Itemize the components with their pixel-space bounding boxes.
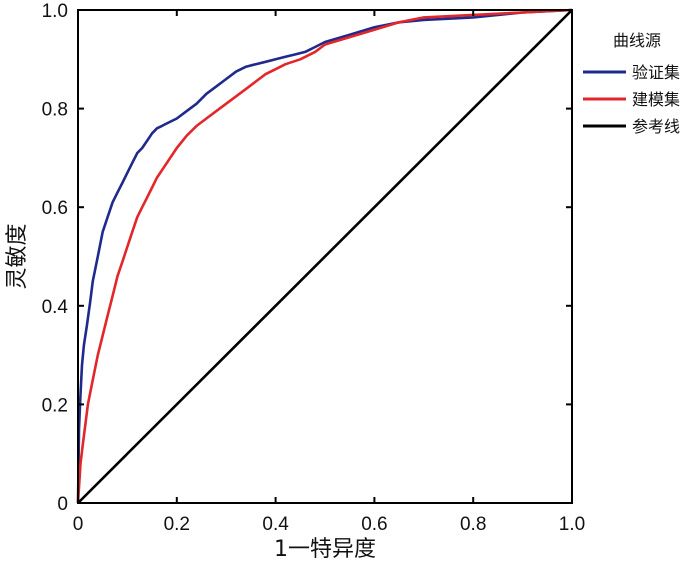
y-tick-label: 0.6 bbox=[42, 198, 68, 219]
x-tick-label: 0.8 bbox=[460, 514, 486, 535]
series-line-2 bbox=[77, 9, 573, 504]
y-axis-ticks: 0 0.2 0.4 0.6 0.8 1.0 bbox=[42, 1, 572, 515]
legend-label-2: 参考线 bbox=[632, 117, 680, 136]
legend-title: 曲线源 bbox=[613, 31, 661, 50]
y-axis-title: 灵敏度 bbox=[5, 223, 30, 289]
y-tick-label: 0.8 bbox=[42, 100, 68, 121]
x-axis-title: 1一特异度 bbox=[274, 537, 376, 562]
series-layer bbox=[76, 8, 573, 504]
x-tick-label: 0.6 bbox=[361, 514, 387, 535]
y-tick-label: 1.0 bbox=[42, 1, 68, 22]
series-line-0 bbox=[76, 8, 573, 504]
series-line-1 bbox=[76, 8, 573, 504]
x-tick-label: 0.4 bbox=[262, 514, 289, 535]
y-tick-label: 0.4 bbox=[42, 297, 69, 318]
legend-label-0: 验证集 bbox=[632, 63, 680, 82]
x-tick-label: 0.2 bbox=[164, 514, 190, 535]
x-tick-label: 0 bbox=[73, 514, 84, 535]
y-tick-label: 0.2 bbox=[42, 395, 68, 416]
legend-label-1: 建模集 bbox=[632, 90, 680, 109]
x-axis-ticks: 0 0.2 0.4 0.6 0.8 1.0 bbox=[73, 10, 585, 535]
y-tick-label: 0 bbox=[57, 494, 68, 515]
plot-frame bbox=[77, 9, 573, 504]
x-tick-label: 1.0 bbox=[559, 514, 585, 535]
